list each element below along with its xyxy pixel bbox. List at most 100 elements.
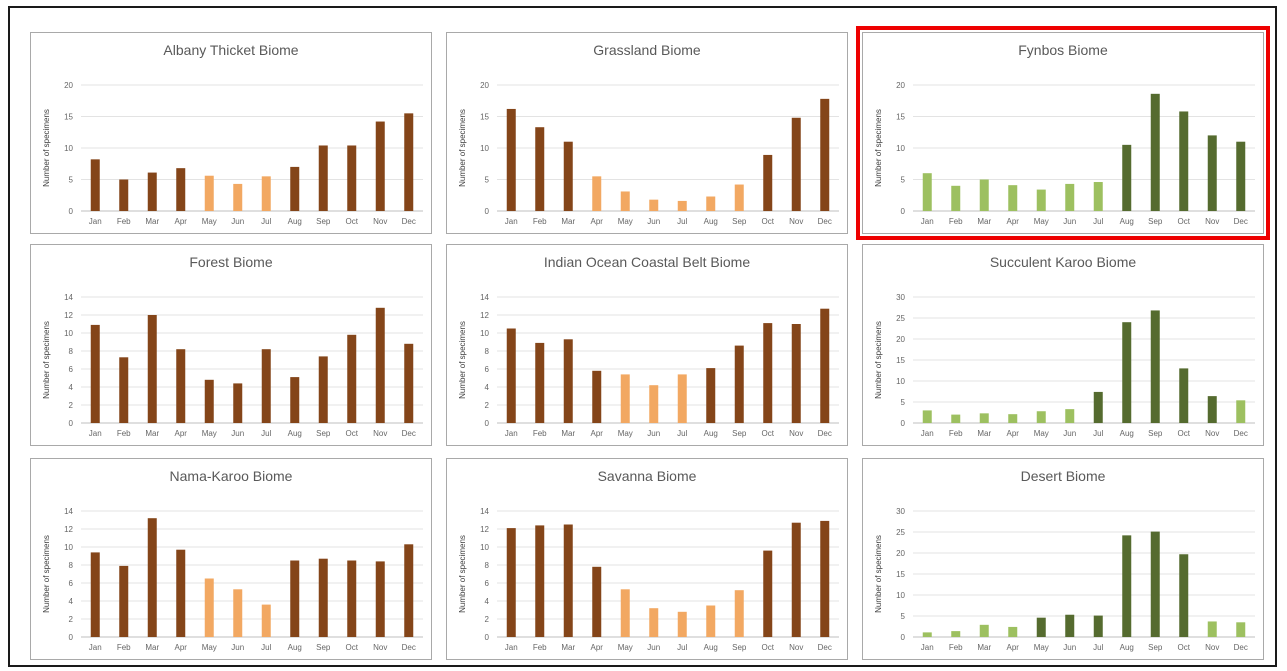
y-axis-label: Number of specimens (458, 109, 467, 187)
bar (119, 357, 129, 423)
x-tick-label: Jul (1093, 429, 1103, 438)
x-tick-label: Mar (977, 429, 991, 438)
y-tick-label: 10 (896, 591, 905, 600)
x-tick-label: Aug (1120, 217, 1134, 226)
x-tick-label: Feb (117, 429, 131, 438)
x-tick-label: Mar (977, 217, 991, 226)
bar (375, 121, 385, 211)
bar (375, 307, 385, 423)
x-tick-label: Apr (1007, 429, 1020, 438)
bar (1065, 183, 1075, 211)
bar (204, 379, 214, 423)
x-tick-label: Feb (949, 217, 963, 226)
chart-panel-albany-thicket: Albany Thicket Biome 0 5 10 15 20 Number of sp… (30, 32, 432, 234)
x-tick-label: Dec (818, 429, 832, 438)
bar (791, 522, 801, 637)
x-tick-label: Oct (346, 643, 359, 652)
x-tick-label: Mar (561, 429, 575, 438)
chart-title: Albany Thicket Biome (163, 42, 298, 58)
bar (791, 324, 801, 423)
bar (290, 560, 300, 637)
y-tick-label: 15 (896, 113, 905, 122)
x-tick-label: May (202, 643, 217, 652)
chart-panel-fynbos: Fynbos Biome 0 5 10 15 20 Number of specimens J… (856, 26, 1270, 240)
y-tick-label: 20 (480, 81, 489, 90)
bar (1207, 396, 1217, 423)
bar (147, 172, 157, 211)
x-tick-label: Jul (1093, 217, 1103, 226)
x-tick-label: Aug (288, 217, 302, 226)
x-tick-label: Feb (117, 643, 131, 652)
x-tick-label: Jul (1093, 643, 1103, 652)
y-tick-label: 5 (485, 176, 490, 185)
y-tick-label: 25 (896, 314, 905, 323)
bar (318, 356, 328, 423)
bar (261, 604, 271, 637)
bar (763, 323, 773, 423)
chart-svg: Desert Biome 0 5 10 15 20 25 30 Number of specim… (874, 468, 1255, 652)
bar (979, 624, 989, 637)
x-tick-label: May (202, 429, 217, 438)
x-tick-label: Mar (561, 217, 575, 226)
bar (763, 154, 773, 211)
bar (535, 525, 545, 637)
y-tick-label: 0 (901, 419, 906, 428)
x-tick-label: Oct (346, 429, 359, 438)
bar (404, 343, 414, 423)
bar (204, 578, 214, 637)
bar (176, 349, 186, 423)
y-tick-label: 5 (69, 176, 74, 185)
y-tick-label: 0 (485, 207, 490, 216)
bar (791, 117, 801, 211)
chart-title: Desert Biome (1021, 468, 1106, 484)
x-tick-label: Nov (789, 217, 803, 226)
bar (1150, 310, 1160, 423)
y-tick-label: 2 (69, 615, 74, 624)
x-tick-label: Dec (818, 217, 832, 226)
bar (592, 370, 602, 423)
y-tick-label: 4 (69, 597, 74, 606)
x-tick-label: Nov (1205, 217, 1219, 226)
x-tick-label: Sep (732, 217, 747, 226)
bar (734, 590, 744, 637)
bar (1065, 409, 1075, 423)
x-tick-label: May (1034, 429, 1049, 438)
x-tick-label: Jun (231, 429, 244, 438)
bar (1008, 414, 1018, 423)
chart-svg: Savanna Biome 0 2 4 6 8 10 12 14 Number of specim… (458, 468, 839, 652)
bar (233, 183, 243, 211)
x-tick-label: May (202, 217, 217, 226)
bar (706, 368, 716, 423)
bar (318, 558, 328, 637)
x-tick-label: Jun (647, 643, 660, 652)
x-tick-label: Feb (533, 217, 547, 226)
y-tick-label: 0 (69, 633, 74, 642)
x-tick-label: Jun (647, 429, 660, 438)
bar (290, 377, 300, 423)
y-axis-label: Number of specimens (874, 535, 883, 613)
y-tick-label: 0 (485, 633, 490, 642)
bar (233, 383, 243, 423)
chart-title: Succulent Karoo Biome (990, 254, 1137, 270)
chart-panel-savanna: Savanna Biome 0 2 4 6 8 10 12 14 Number of specim… (446, 458, 848, 660)
x-tick-label: Oct (762, 643, 775, 652)
x-tick-label: Oct (1178, 643, 1191, 652)
x-tick-label: Jul (261, 217, 271, 226)
y-tick-label: 10 (480, 144, 489, 153)
x-tick-label: Sep (316, 429, 331, 438)
x-tick-label: Apr (175, 217, 188, 226)
bar (649, 385, 659, 423)
bar (1236, 400, 1246, 423)
y-axis-label: Number of specimens (42, 535, 51, 613)
x-tick-label: Jan (89, 643, 102, 652)
y-tick-label: 4 (485, 597, 490, 606)
bar (176, 549, 186, 637)
bar (951, 414, 961, 423)
bar (649, 608, 659, 637)
bar (979, 413, 989, 423)
bar (1065, 614, 1075, 637)
x-tick-label: Apr (591, 643, 604, 652)
x-tick-label: Nov (789, 643, 803, 652)
x-tick-label: Nov (373, 429, 387, 438)
y-tick-label: 2 (485, 401, 490, 410)
